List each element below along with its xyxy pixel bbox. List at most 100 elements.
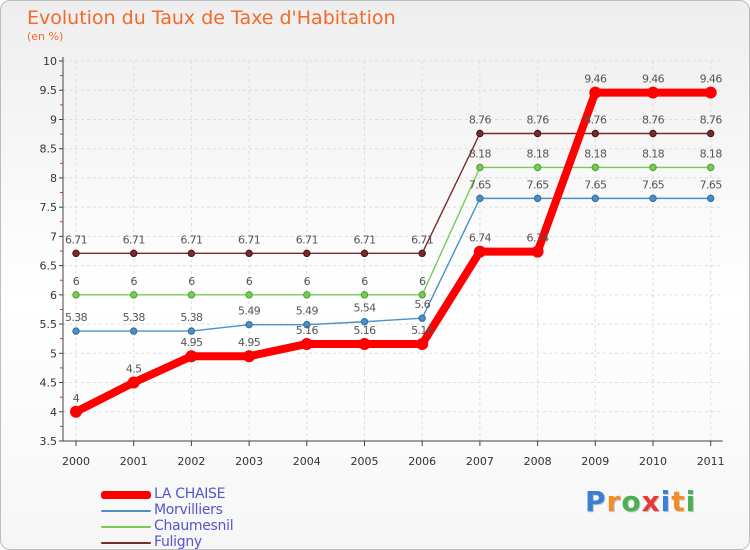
data-label: 4 xyxy=(73,392,80,405)
data-label: 5.38 xyxy=(180,311,203,324)
data-point xyxy=(72,327,80,335)
data-label: 9.46 xyxy=(642,73,665,86)
data-label: 7.65 xyxy=(642,178,665,191)
data-label: 6.71 xyxy=(123,233,145,246)
data-point xyxy=(185,350,198,363)
proxiti-logo: Proxiti xyxy=(585,485,696,518)
x-tick-label: 2000 xyxy=(62,455,90,468)
data-label: 8.76 xyxy=(527,113,550,126)
data-point xyxy=(704,86,717,99)
legend-label: Fuligny xyxy=(154,534,202,550)
data-label: 8.76 xyxy=(584,113,607,126)
y-tick-label: 5 xyxy=(50,347,57,360)
data-label: 5.38 xyxy=(65,311,88,324)
data-label: 4.95 xyxy=(180,336,203,349)
data-point xyxy=(416,337,429,350)
data-point xyxy=(360,249,369,258)
series-line-morvilliers xyxy=(75,197,712,332)
data-point xyxy=(245,320,253,329)
data-label: 5.49 xyxy=(296,305,319,318)
y-tick-label: 6 xyxy=(50,289,57,302)
data-point xyxy=(303,320,311,329)
legend-label: LA CHAISE xyxy=(154,486,226,502)
x-tick-label: 2003 xyxy=(235,455,263,468)
data-label: 6.71 xyxy=(411,233,433,246)
data-label: 6.71 xyxy=(65,233,87,246)
data-point xyxy=(187,327,196,335)
series-line-chaumesnil xyxy=(75,166,712,296)
data-label: 4.95 xyxy=(238,336,261,349)
data-label: 9.46 xyxy=(584,73,607,86)
data-point xyxy=(647,86,659,99)
data-label: 7.65 xyxy=(584,178,607,191)
data-label: 6 xyxy=(419,275,426,288)
data-label: 5.38 xyxy=(123,311,146,324)
data-label: 8.76 xyxy=(642,113,665,126)
data-label: 5.16 xyxy=(296,324,319,337)
y-tick-label: 9 xyxy=(50,113,57,126)
y-tick-label: 5.5 xyxy=(40,318,58,331)
data-point xyxy=(591,194,599,203)
logo-letter: x xyxy=(641,485,661,518)
y-tick-label: 4 xyxy=(50,406,57,419)
data-point xyxy=(187,291,196,299)
data-point xyxy=(533,194,542,203)
data-point xyxy=(476,163,484,172)
chart-subtitle: (en %) xyxy=(27,30,64,43)
legend-item: Fuligny xyxy=(101,534,321,550)
data-point xyxy=(649,163,657,172)
data-point xyxy=(303,249,311,258)
x-tick-label: 2005 xyxy=(351,455,379,468)
x-tick-label: 2007 xyxy=(466,455,494,468)
data-label: 7.65 xyxy=(700,178,723,191)
x-tick-label: 2006 xyxy=(408,455,436,468)
legend-swatch xyxy=(101,491,151,499)
data-label: 5.49 xyxy=(238,305,261,318)
data-point xyxy=(707,129,715,138)
data-label: 8.76 xyxy=(700,113,723,126)
data-label: 6.74 xyxy=(527,232,550,245)
x-tick-label: 2011 xyxy=(697,455,725,468)
data-point xyxy=(130,249,138,258)
data-point xyxy=(300,337,313,350)
data-label: 6 xyxy=(304,275,311,288)
data-point xyxy=(245,291,253,299)
data-point xyxy=(649,194,657,203)
data-label: 6.74 xyxy=(469,232,492,245)
data-label: 7.65 xyxy=(527,178,550,191)
logo-letter: i xyxy=(660,485,672,518)
data-point xyxy=(649,129,657,138)
data-point xyxy=(130,291,138,299)
logo-letter: t xyxy=(671,485,686,518)
y-tick-label: 9.5 xyxy=(40,84,58,97)
data-label: 8.76 xyxy=(469,113,492,126)
data-point xyxy=(589,86,602,99)
logo-letter: i xyxy=(685,485,697,518)
data-point xyxy=(476,129,484,138)
data-label: 6 xyxy=(188,275,195,288)
data-label: 6.71 xyxy=(238,233,260,246)
data-label: 5.16 xyxy=(411,324,434,337)
data-point xyxy=(358,337,371,350)
legend-swatch xyxy=(101,542,151,544)
data-point xyxy=(243,350,256,363)
data-label: 6.71 xyxy=(353,233,375,246)
legend-item: Morvilliers xyxy=(101,502,321,519)
data-label: 7.65 xyxy=(469,178,492,191)
x-tick-label: 2008 xyxy=(524,455,552,468)
legend-label: Chaumesnil xyxy=(154,518,234,534)
legend-label: Morvilliers xyxy=(154,502,223,518)
data-point xyxy=(707,163,715,172)
data-point xyxy=(72,249,80,258)
chart-legend: LA CHAISE Morvilliers Chaumesnil Fuligny xyxy=(101,486,321,550)
y-tick-label: 8.5 xyxy=(40,143,58,156)
data-point xyxy=(72,291,80,299)
y-tick-label: 7.5 xyxy=(40,201,58,214)
x-tick-label: 2009 xyxy=(581,455,609,468)
data-point xyxy=(303,291,311,299)
data-label: 6 xyxy=(73,275,80,288)
x-tick-label: 2001 xyxy=(120,455,148,468)
series-line-la-chaise xyxy=(72,88,715,416)
